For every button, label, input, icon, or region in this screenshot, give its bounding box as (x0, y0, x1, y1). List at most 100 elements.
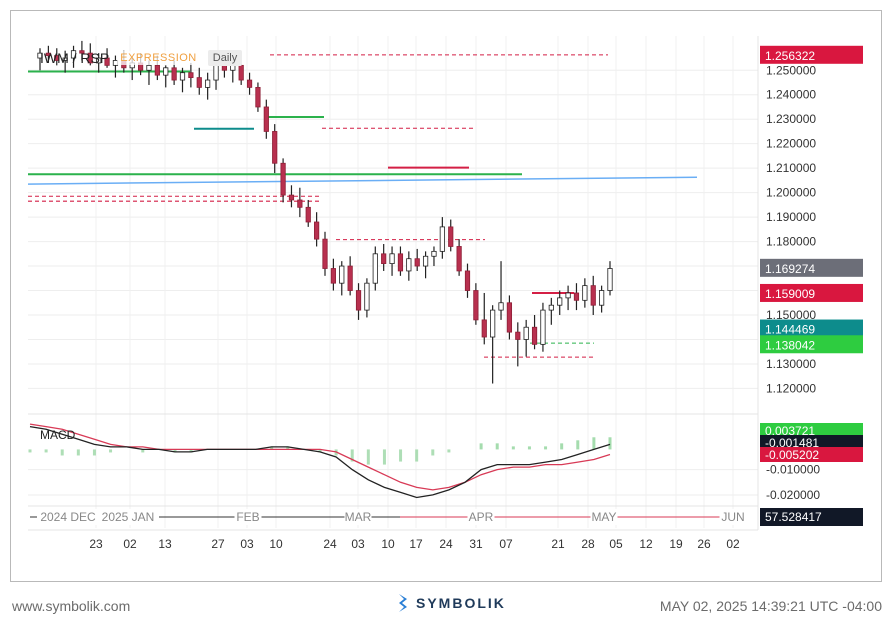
symbol-label[interactable]: IWM / RSP (40, 50, 110, 66)
candle-body (163, 67, 169, 76)
candle-body (422, 255, 429, 267)
brand-name: SYMBOLIK (416, 595, 506, 611)
month-label-bg (344, 509, 372, 525)
x-tick-label: 28 (581, 537, 595, 551)
candle-body (389, 253, 395, 265)
x-tick-label: 05 (609, 537, 623, 551)
y-tick-label: 1.250000 (766, 63, 816, 77)
y-tick-label: 1.120000 (766, 381, 816, 395)
candle-body (557, 297, 563, 306)
candle-body (79, 50, 85, 54)
candle-body (205, 79, 211, 88)
candle-body (297, 199, 303, 208)
symbolik-logo-icon (399, 594, 407, 612)
x-tick-label: 24 (323, 537, 337, 551)
candle-body (54, 55, 60, 61)
x-tick-label: 13 (158, 537, 172, 551)
candle-body (406, 258, 412, 272)
x-tick-label: 03 (240, 537, 254, 551)
candle-body (330, 268, 336, 284)
candle-body (548, 304, 554, 311)
macd-value-tag-label: 0.003721 (765, 424, 815, 438)
x-tick-label: 02 (123, 537, 137, 551)
candle-body (171, 67, 177, 81)
month-label: MAR (345, 510, 372, 524)
month-label-bg (234, 509, 262, 525)
y-tick-label: 1.240000 (766, 88, 816, 102)
trend-line (27, 176, 698, 185)
price-tag (760, 319, 863, 338)
y-tick-label: -0.010000 (766, 463, 820, 477)
x-tick-label: 12 (639, 537, 653, 551)
price-tag (760, 283, 863, 302)
y-tick-label: 1.180000 (766, 235, 816, 249)
candle-body (397, 253, 404, 272)
x-tick-label: 24 (439, 537, 453, 551)
y-tick-label: 1.220000 (766, 137, 816, 151)
candle-body (146, 64, 152, 71)
candle-body (322, 238, 328, 269)
candle-body (263, 106, 269, 132)
month-label: APR (469, 510, 494, 524)
x-tick-label: 17 (409, 537, 423, 551)
price-tag (760, 258, 863, 277)
candle-body (473, 290, 479, 321)
candle-body (490, 309, 496, 338)
macd-line (29, 425, 611, 499)
candle-body (431, 250, 437, 257)
candle-body (255, 86, 261, 108)
price-tag-label: 1.159009 (765, 287, 815, 301)
x-tick-label: 21 (551, 537, 565, 551)
candle-body (154, 64, 160, 76)
candle-body (188, 72, 194, 79)
candle-body (531, 326, 538, 345)
chart-header: IWM / RSP EXPRESSION Daily (40, 50, 243, 66)
candle-body (582, 285, 588, 301)
footer-brand: SYMBOLIK (396, 593, 506, 613)
x-tick-label: 02 (726, 537, 740, 551)
x-tick-label: 03 (351, 537, 365, 551)
month-label-bg (719, 509, 747, 525)
candle-body (364, 282, 370, 311)
x-tick-label: 27 (211, 537, 225, 551)
candle-body (347, 265, 353, 291)
month-label: JUN (721, 510, 744, 524)
y-tick-label: 1.230000 (766, 112, 816, 126)
candle-body (305, 206, 311, 223)
interval-badge[interactable]: Daily (207, 50, 243, 66)
macd-value-tag-label: -0.001481 (765, 436, 819, 450)
x-tick-label: 31 (469, 537, 483, 551)
macd-value-tag (760, 447, 863, 462)
month-label-bg (37, 509, 99, 525)
macd-label: MACD (40, 428, 76, 442)
footer-website[interactable]: www.symbolik.com (12, 598, 131, 614)
price-tag (760, 335, 863, 354)
candle-body (288, 194, 295, 201)
footer-timestamp: MAY 02, 2025 14:39:21 UTC -04:00 (659, 598, 882, 614)
x-tick-label: 07 (499, 537, 513, 551)
month-label-bg (97, 509, 159, 525)
price-tag-label: 1.138042 (765, 338, 815, 352)
candle-body (464, 270, 471, 291)
candle-body (70, 50, 77, 59)
candle-body (314, 221, 320, 240)
month-label: MAY (591, 510, 616, 524)
candle-body (523, 326, 529, 340)
month-label-bg (590, 509, 618, 525)
month-label: 2024 DEC (40, 510, 96, 524)
candle-body (372, 253, 378, 284)
x-tick-label: 19 (669, 537, 683, 551)
candle-body (448, 226, 454, 247)
y-tick-label: 1.200000 (766, 186, 816, 200)
macd-value-tag-label: -0.005202 (765, 448, 819, 462)
y-tick-label: 1.150000 (766, 308, 816, 322)
x-tick-label: 23 (89, 537, 103, 551)
candle-body (272, 131, 278, 164)
candle-body (37, 52, 43, 59)
price-tag-label: 1.256322 (765, 49, 815, 63)
x-tick-label: 10 (269, 537, 283, 551)
candle-body (87, 52, 93, 64)
candle-body (381, 253, 387, 265)
expression-badge[interactable]: EXPRESSION (117, 51, 200, 65)
